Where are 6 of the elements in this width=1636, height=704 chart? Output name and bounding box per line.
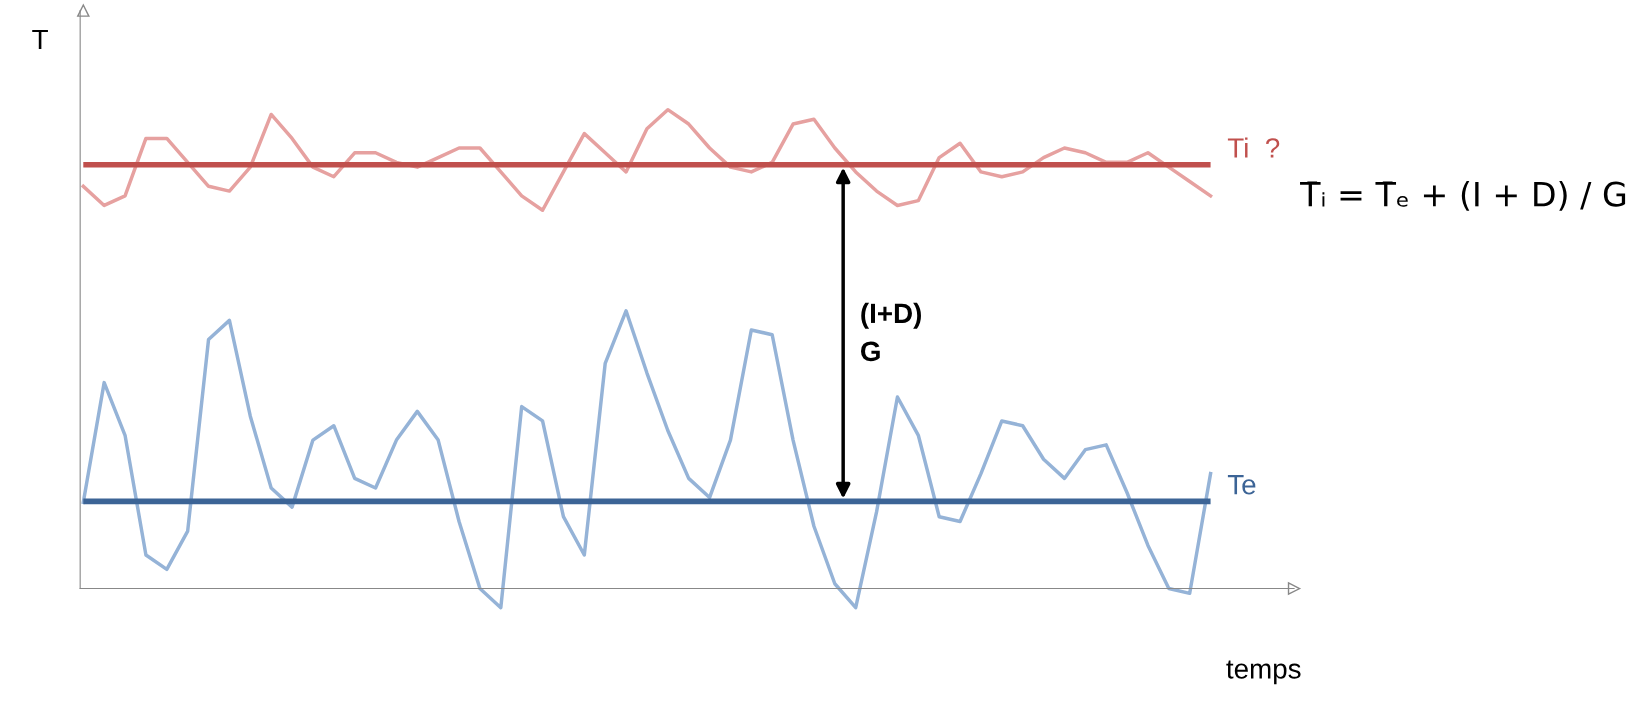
ref-line-label: Ti ?: [1227, 137, 1280, 158]
x-axis-title: temps: [1226, 660, 1301, 685]
annotation: (I+D) G: [861, 302, 921, 362]
ref-line-label: Te: [1227, 475, 1256, 495]
y-axis-title: T: [32, 29, 48, 50]
text: T̄ᵢ = T̄ₑ + (I + D) / G: [1300, 181, 1626, 211]
